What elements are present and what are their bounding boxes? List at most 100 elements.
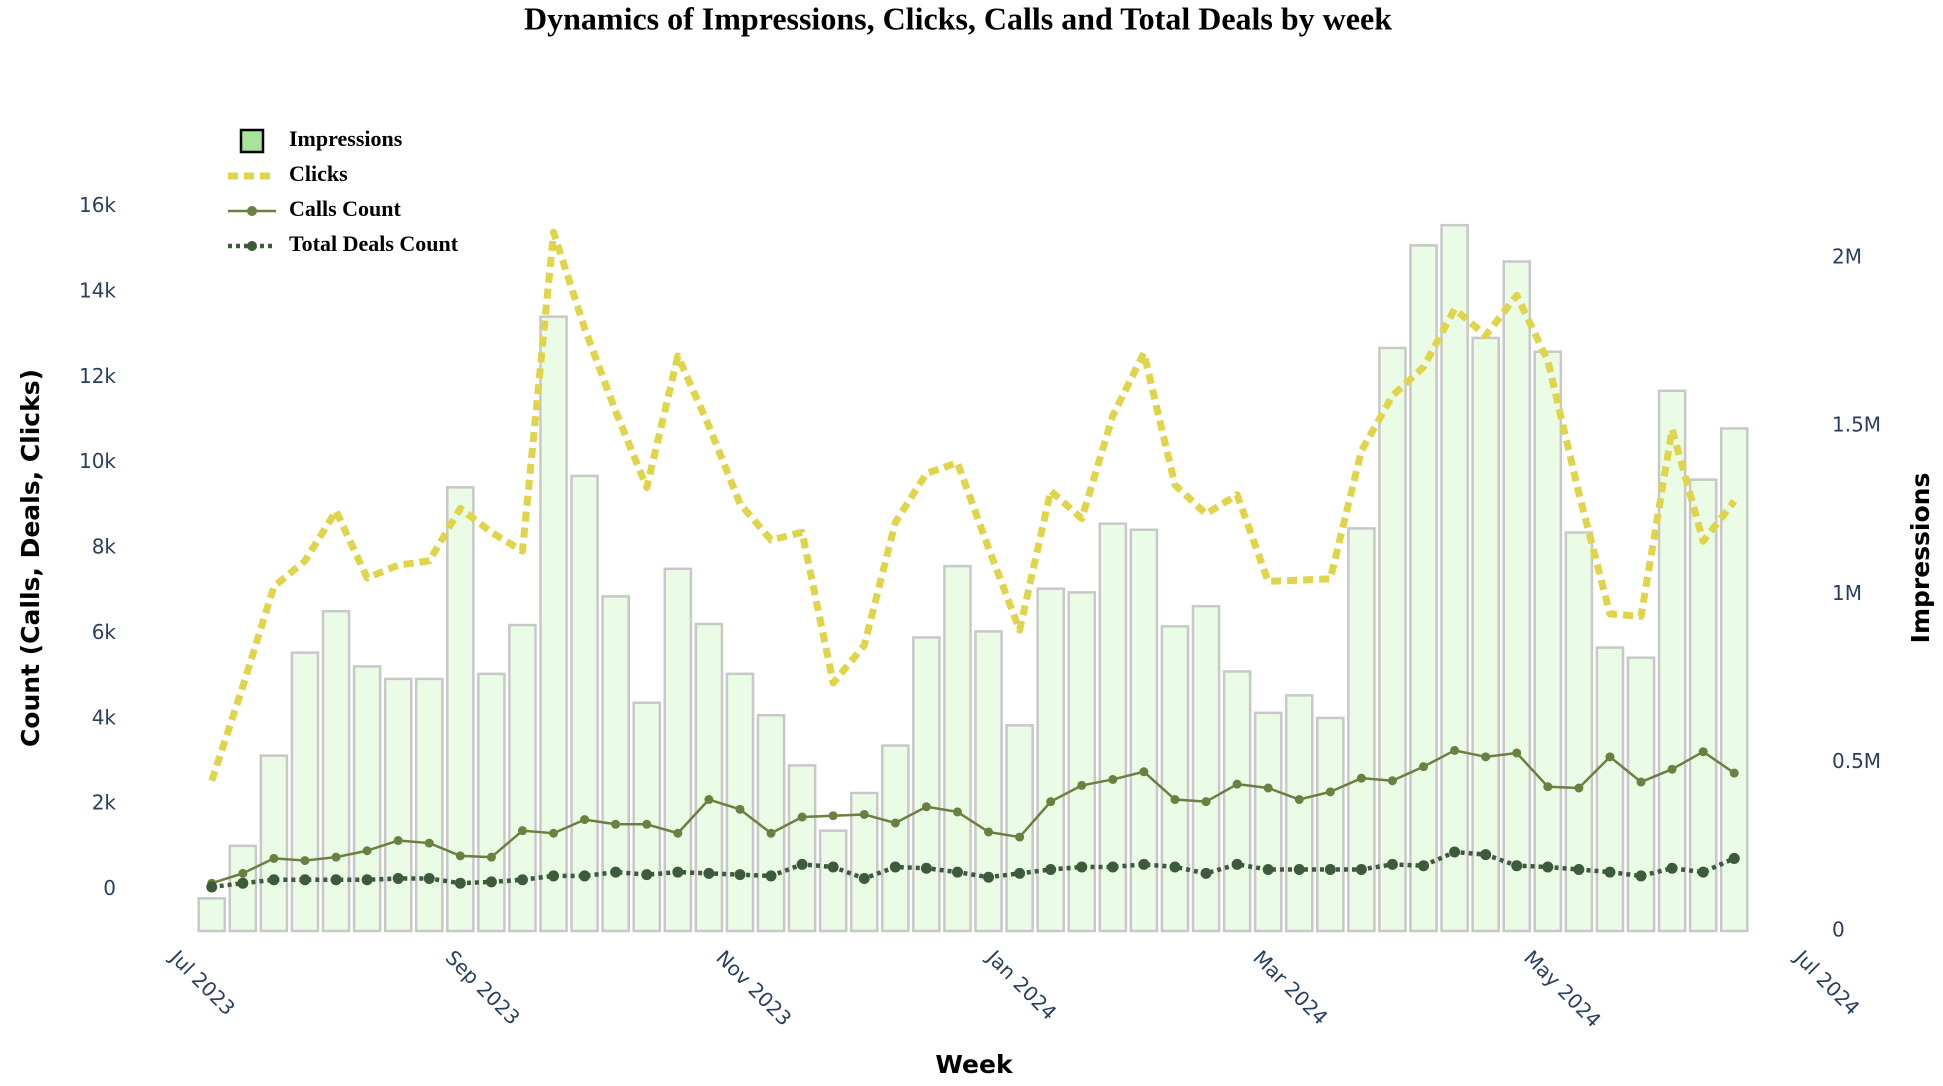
marker xyxy=(796,858,808,870)
bar xyxy=(1316,716,1345,933)
y-tick-label: 2k xyxy=(92,791,117,815)
marker xyxy=(797,812,807,822)
marker xyxy=(1325,787,1335,797)
legend-label: Calls Count xyxy=(289,196,402,221)
bar xyxy=(1533,350,1563,933)
marker xyxy=(1419,762,1429,772)
marker xyxy=(331,852,341,862)
marker xyxy=(392,872,404,884)
bar xyxy=(974,630,1003,933)
marker xyxy=(1574,783,1584,793)
marker xyxy=(1450,745,1460,755)
y2-tick-label: 1M xyxy=(1832,581,1862,605)
x-tick-label: Jan 2024 xyxy=(981,944,1062,1025)
bar xyxy=(352,665,382,933)
marker xyxy=(827,861,839,873)
bar xyxy=(228,844,258,933)
bar xyxy=(1253,711,1283,933)
marker xyxy=(921,802,931,812)
marker xyxy=(672,866,684,878)
bar xyxy=(1160,625,1190,933)
marker xyxy=(1139,767,1149,777)
bar xyxy=(539,315,568,933)
marker xyxy=(1138,858,1150,870)
y-tick-label: 12k xyxy=(79,364,116,388)
bar xyxy=(1222,670,1252,933)
marker xyxy=(299,874,311,886)
marker xyxy=(424,838,434,848)
marker xyxy=(1604,866,1616,878)
bar xyxy=(1471,336,1500,933)
marker xyxy=(1324,864,1336,876)
y-tick-label: 14k xyxy=(79,278,116,302)
marker xyxy=(704,795,714,805)
marker xyxy=(548,870,560,882)
bar xyxy=(1626,656,1656,933)
marker xyxy=(920,862,932,874)
marker xyxy=(517,826,527,836)
marker xyxy=(642,819,652,829)
marker xyxy=(1481,752,1491,762)
marker xyxy=(611,819,621,829)
marker xyxy=(1232,779,1242,789)
marker xyxy=(765,870,777,882)
bar xyxy=(570,474,599,933)
marker xyxy=(361,874,373,886)
marker xyxy=(1108,774,1118,784)
marker xyxy=(1729,768,1739,778)
bar xyxy=(1378,346,1407,933)
y2-tick-label: 0 xyxy=(1832,918,1845,942)
marker xyxy=(951,866,963,878)
marker xyxy=(890,818,900,828)
marker xyxy=(859,809,869,819)
y-tick-label: 10k xyxy=(79,449,116,473)
bar xyxy=(1502,260,1532,933)
y2-axis-title: Impressions xyxy=(1906,473,1935,644)
marker xyxy=(330,874,342,886)
marker xyxy=(1200,867,1212,879)
marker xyxy=(1015,832,1025,842)
marker xyxy=(485,876,497,888)
marker xyxy=(983,871,995,883)
bar xyxy=(1595,646,1625,933)
bar xyxy=(756,713,786,933)
marker xyxy=(858,872,870,884)
y-axis-title: Count (Calls, Deals, Clicks) xyxy=(16,369,45,747)
marker xyxy=(1201,797,1211,807)
marker xyxy=(1511,860,1523,872)
bar xyxy=(818,829,848,933)
marker xyxy=(238,868,248,878)
x-tick-label: Jul 2024 xyxy=(1789,944,1865,1020)
marker xyxy=(454,877,466,889)
marker xyxy=(1293,864,1305,876)
marker xyxy=(673,828,683,838)
marker xyxy=(734,869,746,881)
marker xyxy=(1014,867,1026,879)
bar xyxy=(1688,478,1718,933)
marker xyxy=(828,811,838,821)
marker xyxy=(1698,747,1708,757)
x-tick-label: May 2024 xyxy=(1519,945,1606,1032)
legend-label: Clicks xyxy=(289,161,348,186)
marker xyxy=(1543,782,1553,792)
marker xyxy=(1636,777,1646,787)
bar xyxy=(446,486,475,933)
marker xyxy=(1294,795,1304,805)
marker xyxy=(300,856,310,866)
bar xyxy=(414,677,444,933)
x-tick-label: Jul 2023 xyxy=(164,944,240,1020)
bar xyxy=(1036,587,1065,933)
marker xyxy=(984,827,994,837)
marker xyxy=(1231,858,1243,870)
marker xyxy=(703,867,715,879)
y-tick-label: 4k xyxy=(92,705,117,729)
marker xyxy=(1387,776,1397,786)
marker xyxy=(1666,862,1678,874)
bar xyxy=(1067,591,1097,933)
marker xyxy=(1635,870,1647,882)
marker xyxy=(1728,852,1740,864)
marker xyxy=(1262,864,1274,876)
x-tick-label: Nov 2023 xyxy=(711,945,796,1030)
bar xyxy=(1657,389,1687,933)
